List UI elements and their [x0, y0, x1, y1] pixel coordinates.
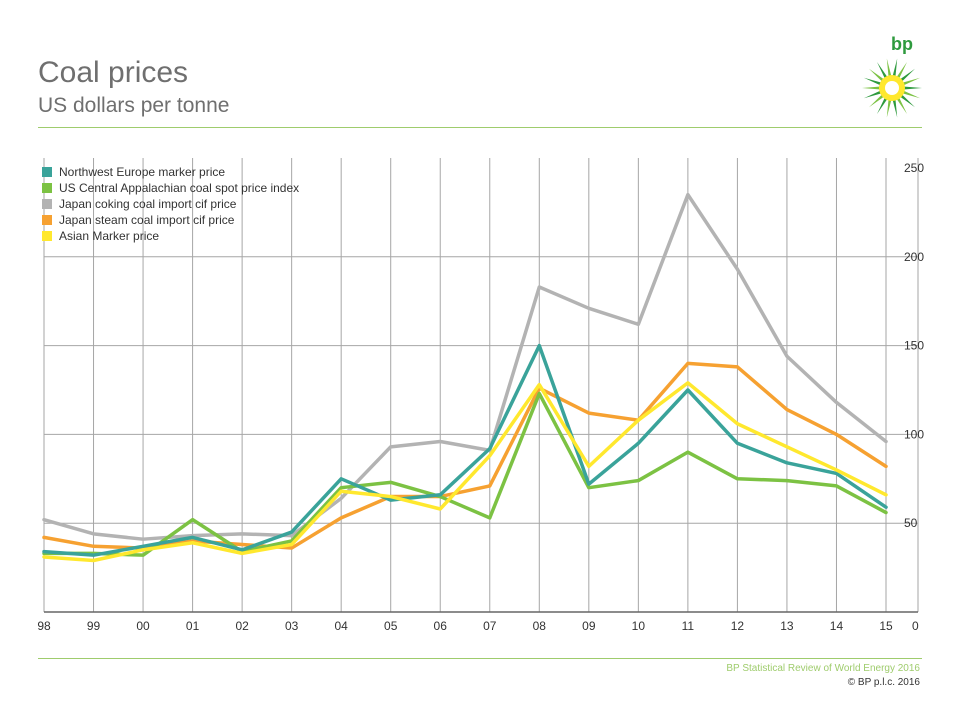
x-tick-label: 05	[384, 619, 398, 633]
sunburst-petal	[898, 68, 915, 83]
footer-divider	[38, 658, 922, 659]
series-line-japan-coking-coal-import-cif-price	[42, 192, 888, 541]
sunburst-petal	[895, 62, 907, 81]
logo-text: bp	[891, 34, 913, 54]
x-tick-label: 00	[136, 619, 150, 633]
legend-swatch	[42, 199, 52, 209]
x-tick-label: 06	[434, 619, 448, 633]
bp-logo: bp	[856, 30, 928, 120]
x-tick-label: 10	[632, 619, 646, 633]
x-tick-label: 15	[879, 619, 893, 633]
sunburst-petal	[869, 93, 886, 108]
sunburst-petal	[877, 62, 889, 81]
sunburst-center	[885, 81, 899, 95]
sunburst-petal	[901, 86, 922, 90]
page-subtitle: US dollars per tonne	[38, 94, 230, 117]
x-tick-label: 14	[830, 619, 844, 633]
x-tick-label: 04	[334, 619, 348, 633]
sunburst-petal	[886, 58, 892, 79]
legend-item: US Central Appalachian coal spot price i…	[42, 180, 299, 196]
series-line-us-central-appalachian-coal-spot-price-index	[42, 391, 888, 557]
legend-swatch	[42, 183, 52, 193]
x-tick-label: 08	[533, 619, 547, 633]
x-tick-label: 13	[780, 619, 794, 633]
sunburst-petal	[863, 77, 884, 87]
y-tick-label: 200	[904, 250, 924, 264]
sunburst-petals	[862, 58, 922, 118]
page-title: Coal prices	[38, 56, 189, 89]
legend-swatch	[42, 167, 52, 177]
legend-swatch	[42, 215, 52, 225]
legend-item: Northwest Europe marker price	[42, 164, 299, 180]
header-divider	[38, 127, 922, 128]
x-tick-label: 09	[582, 619, 596, 633]
x-tick-label: 03	[285, 619, 299, 633]
sunburst-petal	[898, 93, 915, 108]
legend-item: Asian Marker price	[42, 228, 299, 244]
sunburst-petal	[877, 95, 889, 114]
legend-label: Japan steam coal import cif price	[59, 213, 235, 227]
copyright-note: © BP p.l.c. 2016	[847, 677, 920, 688]
sunburst-petal	[869, 68, 886, 83]
x-tick-label: 98	[37, 619, 51, 633]
sunburst-petal	[892, 97, 898, 118]
x-tick-label: 01	[186, 619, 200, 633]
series-line-asian-marker-price	[42, 381, 888, 563]
y-tick-label: 0	[912, 619, 919, 633]
y-tick-label: 150	[904, 339, 924, 353]
y-tick-label: 100	[904, 427, 924, 441]
series-line-japan-steam-coal-import-cif-price	[42, 361, 888, 550]
sunburst-petal	[900, 89, 921, 99]
sunburst-petal	[886, 97, 892, 118]
legend-label: Japan coking coal import cif price	[59, 197, 237, 211]
series-line-northwest-europe-marker-price	[42, 343, 888, 557]
sunburst-petal	[863, 89, 884, 99]
x-tick-label: 99	[87, 619, 101, 633]
x-tick-label: 07	[483, 619, 497, 633]
legend-label: Northwest Europe marker price	[59, 165, 226, 179]
sunburst-petal	[900, 77, 921, 87]
x-tick-label: 11	[682, 619, 695, 633]
source-note: BP Statistical Review of World Energy 20…	[726, 663, 920, 674]
x-tick-label: 02	[235, 619, 249, 633]
legend-swatch	[42, 231, 52, 241]
y-tick-label: 50	[904, 516, 918, 530]
sunburst-petal	[862, 86, 883, 90]
legend-item: Japan steam coal import cif price	[42, 212, 299, 228]
sunburst-petal	[895, 95, 907, 114]
legend-item: Japan coking coal import cif price	[42, 196, 299, 212]
legend-label: Asian Marker price	[59, 229, 160, 243]
y-tick-label: 250	[904, 161, 924, 175]
bp-helios-sunburst-icon: bp	[862, 34, 922, 118]
x-tick-label: 12	[731, 619, 745, 633]
sunburst-petal	[892, 58, 898, 79]
chart-legend: Northwest Europe marker price US Central …	[42, 164, 299, 244]
legend-label: US Central Appalachian coal spot price i…	[59, 181, 300, 195]
